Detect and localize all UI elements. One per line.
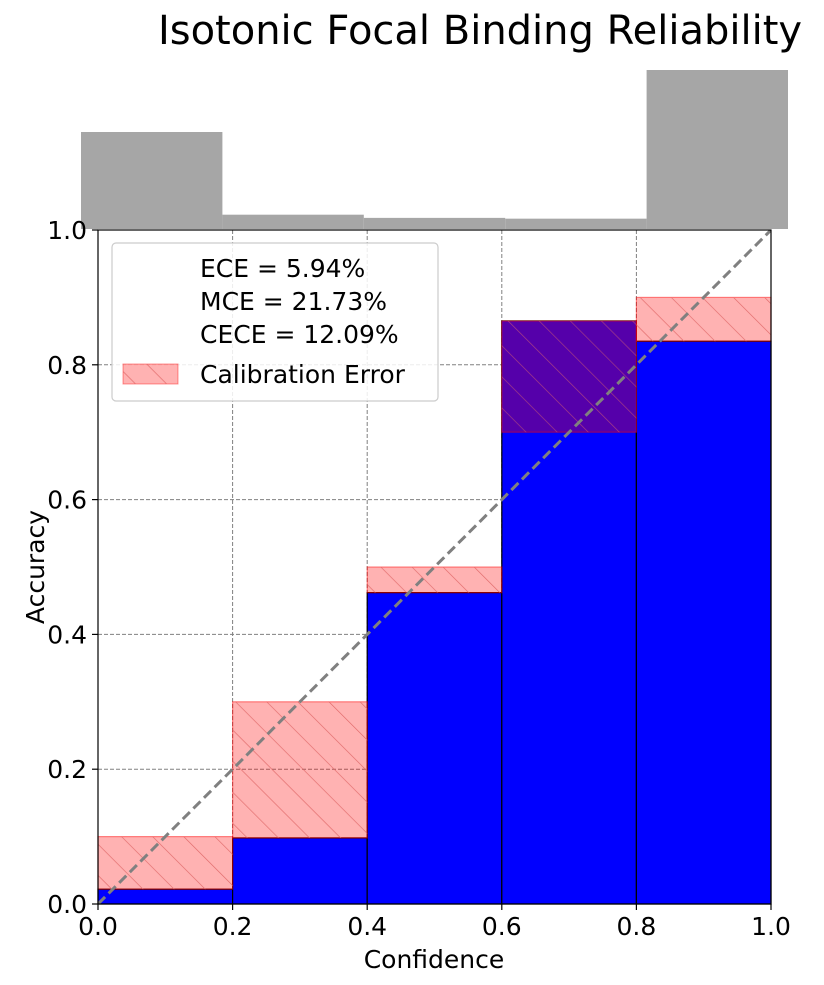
perfect-calibration-line <box>98 230 771 904</box>
accuracy-bars <box>97 320 772 905</box>
calibration-gap-hatch <box>636 297 771 342</box>
y-tick-label: 1.0 <box>47 216 87 245</box>
legend: ECE = 5.94% MCE = 21.73% CECE = 12.09% C… <box>111 242 439 402</box>
x-axis-ticks: 0.0 0.2 0.4 0.6 0.8 1.0 <box>78 904 791 941</box>
x-tick-label: 1.0 <box>751 912 791 941</box>
x-tick-label: 0.8 <box>617 912 657 941</box>
legend-cece: CECE = 12.09% <box>200 320 399 349</box>
y-tick-label: 0.2 <box>47 755 87 784</box>
accuracy-bar <box>635 340 772 905</box>
x-tick-label: 0.2 <box>213 912 253 941</box>
y-tick-label: 0.6 <box>47 486 87 515</box>
calibration-gaps <box>97 296 772 890</box>
calibration-gap-hatch <box>501 320 637 433</box>
histogram-bar <box>505 218 647 229</box>
y-tick-label: 0.4 <box>47 620 87 649</box>
y-axis-label: Accuracy <box>21 510 50 624</box>
histogram-bar <box>81 132 223 229</box>
y-tick-label: 0.0 <box>47 890 87 919</box>
calibration-gap-hatch <box>367 567 502 593</box>
histogram-bar <box>646 70 788 229</box>
chart-title: Isotonic Focal Binding Reliability <box>158 8 802 54</box>
calibration-gap-hatch <box>98 836 233 890</box>
x-axis-label: Confidence <box>364 945 505 974</box>
x-tick-label: 0.6 <box>482 912 522 941</box>
legend-swatch-hatch <box>123 364 178 384</box>
y-axis-ticks: 0.0 0.2 0.4 0.6 0.8 1.0 <box>47 216 98 919</box>
legend-mce: MCE = 21.73% <box>200 287 387 316</box>
accuracy-bar <box>366 592 503 905</box>
confidence-histogram <box>81 70 788 229</box>
plot-frame <box>97 229 772 905</box>
legend-calibration-error-label: Calibration Error <box>200 360 406 389</box>
accuracy-bar <box>232 837 368 905</box>
accuracy-bar <box>97 888 234 905</box>
legend-box <box>111 242 439 402</box>
x-tick-label: 0.4 <box>347 912 387 941</box>
x-tick-label: 0.0 <box>78 912 118 941</box>
calibration-gap-hatch <box>232 701 368 838</box>
y-tick-label: 0.8 <box>47 351 87 380</box>
histogram-bar <box>363 217 506 229</box>
legend-ece: ECE = 5.94% <box>200 254 365 283</box>
histogram-bar <box>222 214 364 229</box>
